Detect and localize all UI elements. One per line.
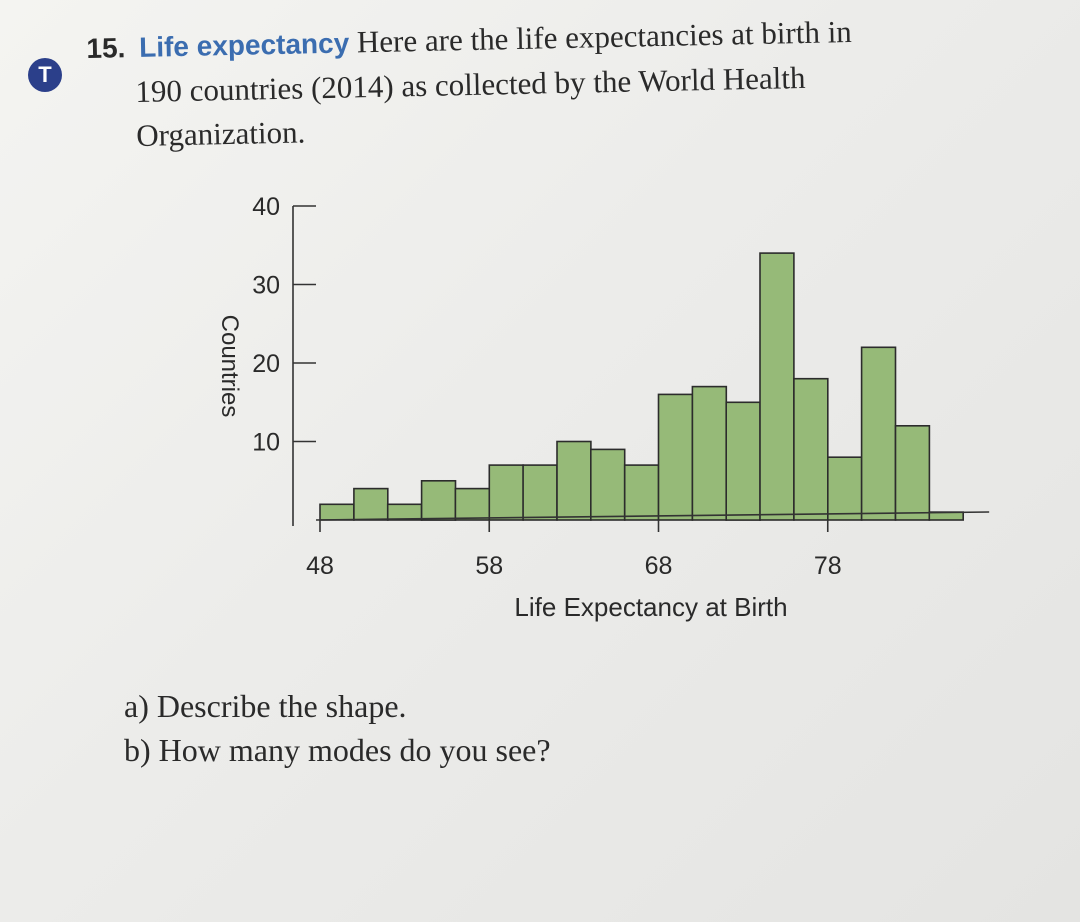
- question-list: a) Describe the shape. b) How many modes…: [124, 684, 824, 772]
- histogram-bar: [725, 401, 761, 521]
- histogram-bar: [894, 424, 931, 521]
- y-tick-label: 10: [252, 429, 280, 457]
- histogram-bar: [319, 503, 355, 521]
- histogram-bar: [454, 487, 491, 521]
- x-tick-label: 58: [475, 552, 503, 580]
- histogram-bar: [826, 456, 863, 521]
- x-axis-line: [315, 511, 990, 521]
- histogram-bar: [657, 393, 694, 521]
- x-tick-label: 48: [306, 552, 334, 580]
- y-tick-label: 30: [252, 272, 280, 300]
- histogram-bar: [420, 479, 457, 521]
- histogram-bar: [589, 448, 626, 521]
- histogram-bar: [556, 440, 592, 521]
- y-tick-label: 40: [252, 193, 280, 221]
- histogram-bar: [386, 503, 423, 521]
- x-tick-label: 78: [814, 552, 842, 580]
- histogram-bar: [691, 385, 728, 521]
- x-tick-label: 68: [645, 552, 673, 580]
- histogram-bar: [353, 487, 389, 521]
- question-b: b) How many modes do you see?: [124, 732, 551, 768]
- topic-badge: T: [28, 58, 62, 92]
- histogram-bar: [488, 464, 524, 521]
- question-a: a) Describe the shape.: [124, 688, 407, 724]
- y-axis-label: Countries: [216, 315, 243, 418]
- histogram-bar: [860, 346, 897, 521]
- y-tick-label: 20: [252, 350, 280, 378]
- histogram-bar: [759, 252, 795, 521]
- histogram-bar: [623, 464, 660, 521]
- histogram-bar: [522, 464, 558, 521]
- histogram-bar: [793, 377, 829, 521]
- x-axis-label: Life Expectancy at Birth: [514, 592, 787, 622]
